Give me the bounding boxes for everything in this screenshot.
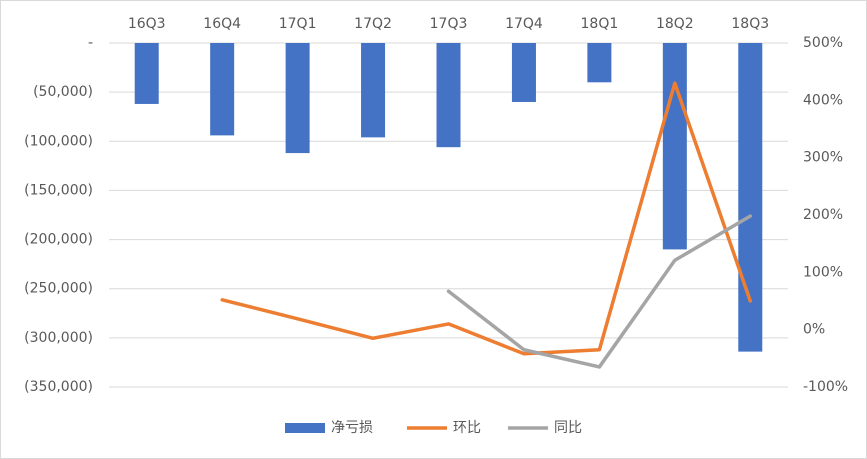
bar <box>436 43 461 148</box>
x-tick-label: 16Q3 <box>128 16 166 32</box>
x-tick-label: 18Q3 <box>731 16 769 32</box>
bar <box>361 43 386 138</box>
bar <box>210 43 235 136</box>
legend-label: 净亏损 <box>331 420 373 436</box>
x-tick-label: 17Q1 <box>279 16 317 32</box>
bar <box>134 43 159 104</box>
legend-swatch <box>285 423 325 433</box>
y2-tick-label: 400% <box>803 92 843 108</box>
bar <box>285 43 310 154</box>
line <box>446 214 753 369</box>
y-tick-label: (350,000) <box>24 379 93 395</box>
bar <box>511 43 536 102</box>
bar <box>738 43 763 352</box>
y2-tick-label: 0% <box>803 322 825 338</box>
y-tick-label: - <box>88 35 93 51</box>
y2-tick-label: -100% <box>803 379 848 395</box>
y-tick-label: (50,000) <box>33 84 93 100</box>
legend-label: 环比 <box>453 420 481 436</box>
x-tick-label: 17Q4 <box>505 16 543 32</box>
bar <box>587 43 612 83</box>
bar <box>662 43 687 250</box>
x-tick-label: 16Q4 <box>203 16 241 32</box>
y2-tick-label: 500% <box>803 35 843 51</box>
y-tick-label: (200,000) <box>24 232 93 248</box>
y-tick-label: (100,000) <box>24 133 93 149</box>
y2-tick-label: 100% <box>803 264 843 280</box>
y2-tick-label: 200% <box>803 207 843 223</box>
x-tick-label: 18Q2 <box>656 16 694 32</box>
legend-label: 同比 <box>554 420 582 436</box>
x-tick-label: 17Q3 <box>430 16 468 32</box>
line <box>220 81 753 356</box>
y-tick-label: (250,000) <box>24 281 93 297</box>
x-tick-label: 18Q1 <box>581 16 619 32</box>
y2-tick-label: 300% <box>803 150 843 166</box>
x-tick-label: 17Q2 <box>354 16 392 32</box>
y-tick-label: (150,000) <box>24 182 93 198</box>
y-tick-label: (300,000) <box>24 330 93 346</box>
